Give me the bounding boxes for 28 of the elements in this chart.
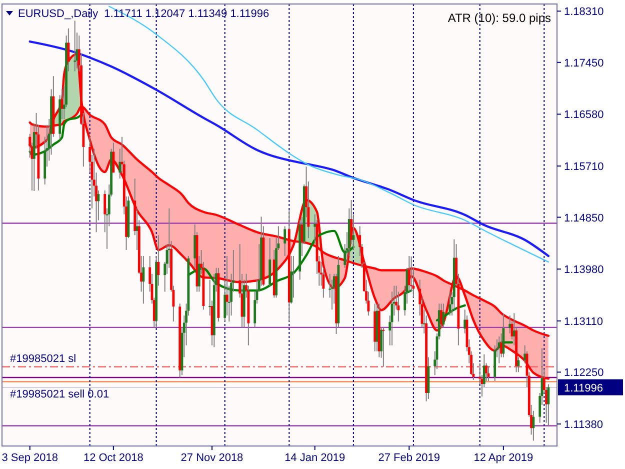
x-tick-label: 14 Jan 2019 bbox=[284, 452, 346, 464]
y-tick-label: 1.13110 bbox=[564, 316, 603, 328]
ref-line-label: #19985021 sl bbox=[10, 352, 76, 365]
candlestick bbox=[487, 366, 490, 382]
candlestick bbox=[74, 20, 76, 72]
y-tick-label: 1.12250 bbox=[564, 367, 604, 380]
y-tick-label: 1.11380 bbox=[564, 418, 603, 431]
ref-line-label: #19985021 sell 0.01 bbox=[10, 388, 110, 401]
candlestick bbox=[284, 226, 286, 256]
y-tick-label: 1.13980 bbox=[564, 264, 604, 276]
candlestick bbox=[547, 384, 550, 426]
y-tick-label: 1.17450 bbox=[564, 57, 604, 70]
ref-line-label: 1.11996 bbox=[564, 382, 603, 394]
y-tick-label: 1.14850 bbox=[564, 212, 604, 224]
x-tick-label: 27 Feb 2019 bbox=[378, 452, 440, 464]
x-tick-label: 3 Sep 2018 bbox=[2, 452, 58, 464]
y-tick-label: 1.16580 bbox=[564, 109, 604, 122]
candlestick bbox=[142, 255, 145, 304]
annotation: ATR (10): 59.0 pips bbox=[448, 11, 551, 25]
line-series bbox=[28, 40, 550, 258]
y-tick-label: 1.18310 bbox=[564, 6, 604, 18]
x-tick-label: 12 Apr 2019 bbox=[474, 452, 534, 464]
candlestick bbox=[442, 303, 445, 328]
candlestick bbox=[382, 326, 385, 368]
x-tick-label: 12 Oct 2018 bbox=[83, 452, 144, 464]
y-tick-label: 1.15710 bbox=[564, 161, 604, 174]
x-tick-label: 27 Nov 2018 bbox=[180, 452, 244, 464]
candlestick bbox=[448, 291, 452, 316]
